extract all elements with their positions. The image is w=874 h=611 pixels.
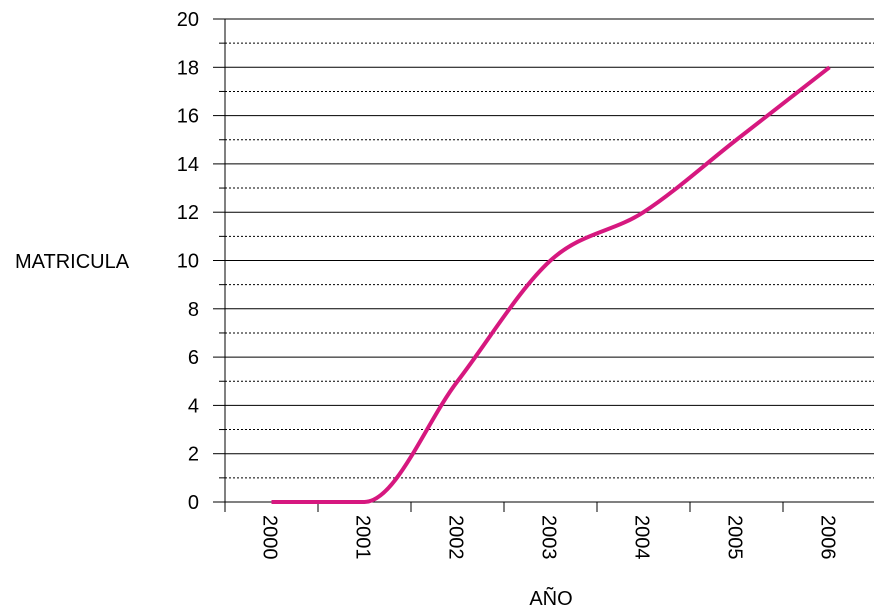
plot-area — [271, 65, 831, 505]
y-tick-label: 2 — [188, 444, 199, 466]
y-tick-label: 12 — [177, 202, 199, 224]
y-tick-label: 20 — [177, 9, 199, 31]
y-axis-title: MATRICULA — [15, 251, 130, 273]
x-tick-label: 2005 — [724, 515, 746, 560]
y-tick-label: 0 — [188, 492, 199, 514]
x-tick-label: 2001 — [352, 515, 374, 560]
x-tick-label: 2002 — [445, 515, 467, 560]
y-tick-label: 14 — [177, 154, 199, 176]
series-line — [271, 65, 831, 505]
y-tick-label: 10 — [177, 251, 199, 273]
y-tick-label: 16 — [177, 106, 199, 128]
gridlines — [225, 18, 874, 479]
x-tick-label: 2003 — [538, 515, 560, 560]
x-axis-title: AÑO — [529, 586, 572, 610]
y-axis-ticks: 0 2 4 6 8 10 12 14 16 18 20 — [177, 9, 225, 514]
y-tick-label: 4 — [188, 395, 199, 417]
y-tick-label: 6 — [188, 347, 199, 369]
x-axis-ticks: 2000 2001 2002 2003 2004 2005 2006 — [224, 502, 839, 560]
y-tick-label: 18 — [177, 57, 199, 79]
x-tick-label: 2006 — [817, 515, 839, 560]
y-tick-label: 8 — [188, 299, 199, 321]
x-tick-label: 2004 — [631, 515, 653, 560]
x-tick-label: 2000 — [259, 515, 281, 560]
